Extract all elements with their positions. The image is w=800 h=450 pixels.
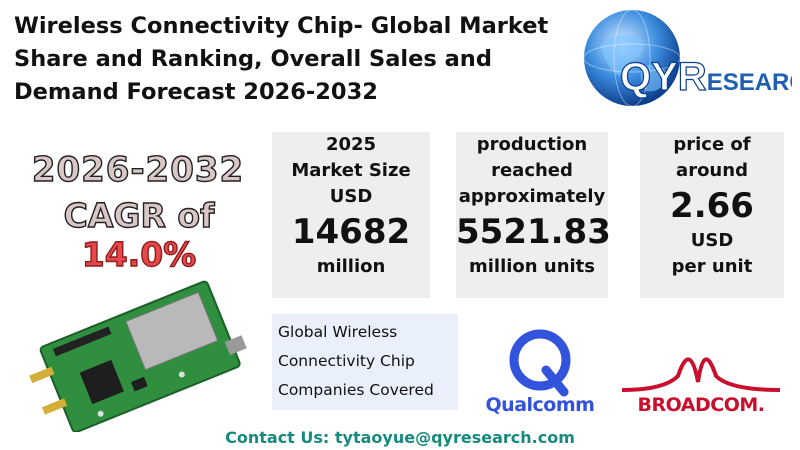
production-card: production reached approximately 5521.83… [456,132,611,298]
companies-l3: Companies Covered [278,381,434,399]
cagr-value: 14.0% [81,234,197,274]
price-card: price of around 2.66 USD per unit [640,132,784,298]
companies-covered-box: Global Wireless Connectivity Chip Compan… [272,314,458,410]
globe-icon [583,9,681,107]
production-l1: production [476,134,588,155]
production-unit: million units [469,256,595,277]
svg-text:QYRESEARCH: QYRESEARCH [620,55,792,99]
price-value: 2.66 [670,186,754,226]
market-value: 14682 [291,212,411,252]
qualcomm-logo-text: Qualcomm [485,394,595,416]
cagr-prefix: CAGR of [63,195,215,235]
production-l3: approximately [458,186,606,207]
broadcom-pulse-icon [621,357,781,392]
market-unit: million [316,256,386,277]
production-l2: reached [491,160,573,181]
cagr-years: 2026-2032 [31,149,245,190]
cagr-line: CAGR of 14.0% [8,195,270,274]
market-year: 2025 [325,134,377,155]
price-l2: around [676,160,748,181]
logo-brand-r: R [678,55,707,99]
page-title: Wireless Connectivity Chip- Global Marke… [14,10,574,109]
title-line-3: Demand Forecast 2026-2032 [14,79,378,105]
price-unit: per unit [671,256,753,277]
companies-l1: Global Wireless [278,323,398,341]
market-label: Market Size [291,160,411,181]
circuit-board-image [29,280,247,432]
price-currency: USD [690,230,734,251]
qualcomm-q-icon [509,329,571,397]
market-size-card: 2025 Market Size USD 14682 million [272,132,430,298]
logo-brand-q: QY [620,55,678,99]
qyresearch-logo: QYRESEARCH [583,9,792,107]
price-l1: price of [673,134,751,155]
title-line-1: Wireless Connectivity Chip- Global Marke… [14,13,549,39]
production-value: 5521.83 [456,212,611,252]
companies-l2: Connectivity Chip [278,352,415,370]
title-line-2: Share and Ranking, Overall Sales and [14,46,492,72]
market-currency: USD [329,186,373,207]
logo-brand-rest: ESEARCH [707,69,792,96]
contact-info: Contact Us: tytaoyue@qyresearch.com [225,428,575,447]
broadcom-logo-text: BROADCOM. [637,394,765,416]
